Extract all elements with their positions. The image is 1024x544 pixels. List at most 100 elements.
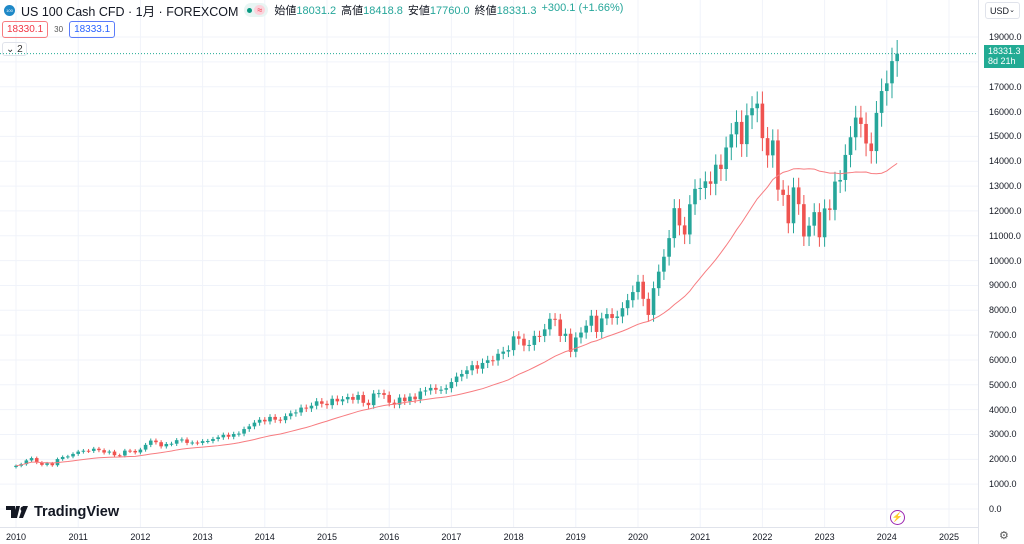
candle-body xyxy=(143,444,148,450)
candle-body xyxy=(159,442,163,447)
price-tick: 6000.0 xyxy=(989,354,1017,365)
candle-body xyxy=(537,335,542,337)
time-tick: 2019 xyxy=(565,532,586,542)
time-tick: 2021 xyxy=(690,532,711,542)
candle-body xyxy=(252,422,257,427)
price-chart[interactable] xyxy=(0,0,978,527)
candle-body xyxy=(216,437,220,439)
price-axis[interactable] xyxy=(978,0,1024,544)
candle-body xyxy=(340,399,345,402)
price-tick: 13000.0 xyxy=(989,181,1022,192)
candle-body xyxy=(890,61,894,84)
price-tick: 7000.0 xyxy=(989,330,1017,341)
candle-body xyxy=(610,314,614,318)
settings-icon[interactable]: ⚙ xyxy=(999,530,1009,542)
candle-body xyxy=(651,288,656,315)
time-tick: 2024 xyxy=(876,532,897,542)
candle-body xyxy=(667,238,671,257)
candle-body xyxy=(745,115,749,145)
candle-body xyxy=(29,458,34,461)
time-tick: 2025 xyxy=(938,532,960,542)
candle-body xyxy=(195,442,200,444)
candle-body xyxy=(485,360,490,363)
candle-body xyxy=(24,460,29,465)
candle-body xyxy=(786,194,791,224)
candle-body xyxy=(34,458,39,463)
candle-body xyxy=(128,450,132,452)
candle-body xyxy=(807,225,811,237)
price-tick: 8000.0 xyxy=(989,305,1017,316)
candle-body xyxy=(200,441,205,443)
candle-body xyxy=(599,318,604,332)
candle-body xyxy=(812,212,817,226)
candle-body xyxy=(330,398,334,406)
time-tick: 2010 xyxy=(5,532,27,542)
candle-body xyxy=(180,439,184,441)
candle-body xyxy=(138,449,143,453)
candle-body xyxy=(475,365,480,369)
candle-body xyxy=(60,456,65,460)
currency-select[interactable]: USD ⌄ xyxy=(985,2,1020,19)
candle-body xyxy=(91,448,96,451)
candle-body xyxy=(848,137,853,155)
symbol-title[interactable]: US 100 Cash CFD · 1月 · FOREXCOM xyxy=(21,4,239,19)
candle-body xyxy=(263,419,267,422)
candle-body xyxy=(66,456,70,458)
indicators-toggle[interactable]: ⌄ 2 xyxy=(2,42,27,56)
candle-body xyxy=(620,308,625,317)
candle-body xyxy=(459,373,464,377)
market-status[interactable]: ≈ xyxy=(244,3,269,17)
candle-body xyxy=(247,426,252,430)
candle-body xyxy=(434,387,438,390)
candle-body xyxy=(796,187,801,205)
candle-body xyxy=(366,402,371,406)
market-open-icon xyxy=(247,7,253,13)
candle-body xyxy=(97,448,101,451)
candle-body xyxy=(698,187,702,189)
candle-body xyxy=(662,256,666,272)
candle-body xyxy=(50,463,55,466)
candle-body xyxy=(838,179,842,182)
candle-body xyxy=(392,402,397,405)
candle-body xyxy=(781,189,785,195)
last-price: 18331.3 xyxy=(988,46,1021,56)
candle-body xyxy=(874,112,879,152)
candle-body xyxy=(397,397,402,405)
sell-button[interactable]: 18330.1 xyxy=(2,21,49,38)
price-tick: 16000.0 xyxy=(989,106,1022,117)
candle-body xyxy=(164,443,169,447)
candle-body xyxy=(470,365,474,371)
candle-body xyxy=(449,382,454,389)
candle-body xyxy=(314,401,319,406)
high-label: 高値 xyxy=(341,5,364,17)
price-tick: 1000.0 xyxy=(989,479,1017,490)
candle-body xyxy=(833,181,837,210)
time-tick: 2011 xyxy=(68,532,88,542)
price-tick: 10000.0 xyxy=(989,255,1022,266)
high-value: 18418.8 xyxy=(363,5,403,17)
candle-body xyxy=(822,208,827,238)
candle-body xyxy=(444,388,449,390)
candle-body xyxy=(750,108,754,116)
candle-body xyxy=(174,440,179,444)
currency-label: USD xyxy=(990,6,1010,16)
candle-body xyxy=(739,121,744,145)
candle-body xyxy=(154,440,158,443)
candle-body xyxy=(45,463,49,465)
lightning-icon[interactable]: ⚡ xyxy=(890,510,905,525)
time-tick: 2012 xyxy=(130,532,151,542)
price-tick: 14000.0 xyxy=(989,156,1022,167)
time-tick: 2017 xyxy=(441,532,462,542)
tradingview-logo[interactable]: TradingView xyxy=(6,504,119,520)
candle-body xyxy=(548,318,552,330)
candle-body xyxy=(594,315,599,332)
time-axis[interactable]: 2010 2011 2012 2013 2014 2015 2016 2017 2018 2019… xyxy=(0,527,978,544)
candle-body xyxy=(257,419,262,423)
candle-body xyxy=(568,333,573,352)
candle-body xyxy=(589,315,594,326)
symbol-name: US 100 Cash CFD xyxy=(21,4,125,19)
candle-body xyxy=(864,123,868,144)
candle-body xyxy=(693,188,697,205)
buy-button[interactable]: 18333.1 xyxy=(69,21,116,38)
price-tick: 11000.0 xyxy=(989,230,1021,241)
